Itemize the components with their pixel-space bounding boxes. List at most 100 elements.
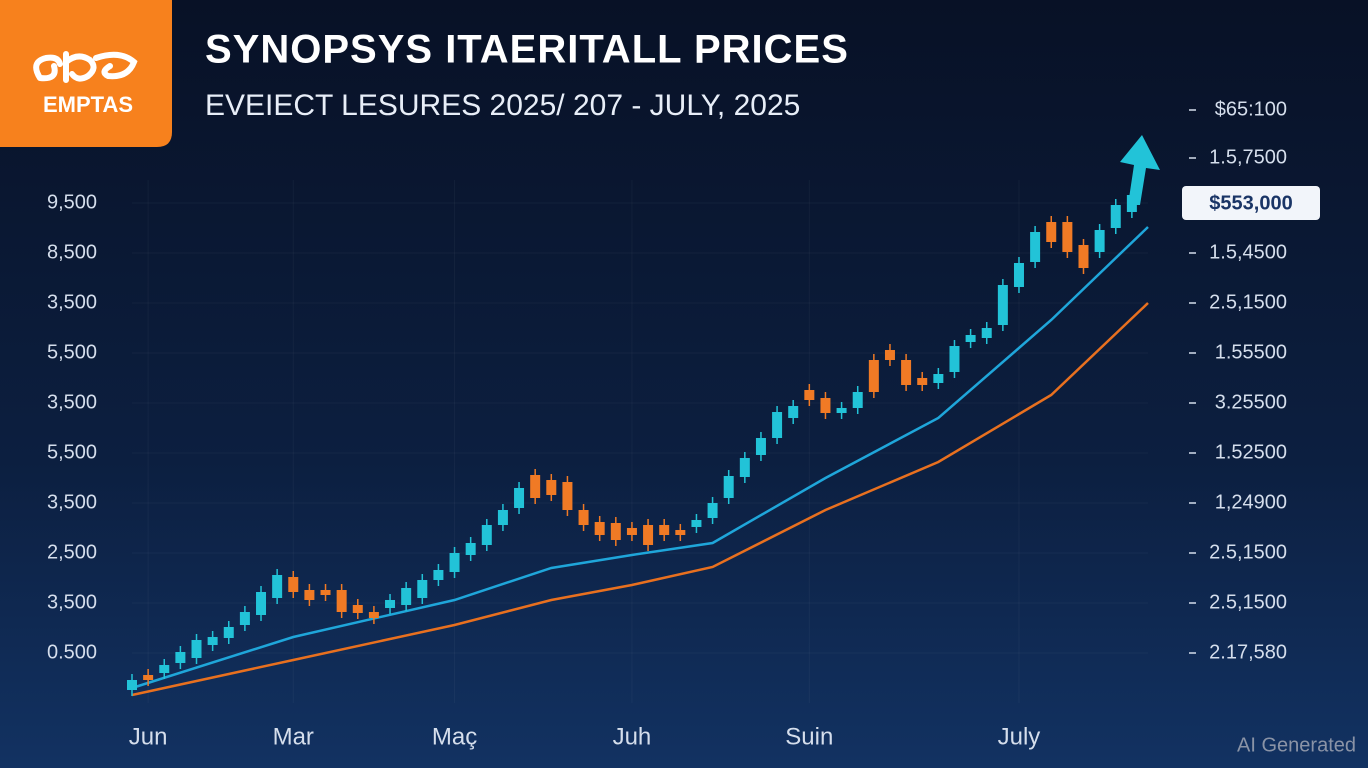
candle-body [691, 520, 702, 527]
candle-body [352, 605, 363, 613]
candle-body [159, 665, 170, 673]
price-tag: $553,000 [1209, 192, 1292, 214]
candle-body [191, 640, 202, 658]
y-tick-label: 5,500 [47, 341, 97, 363]
candle-body [981, 328, 992, 338]
x-tick-label: Maç [432, 723, 477, 750]
candle-body [594, 522, 605, 535]
candle-body [143, 675, 154, 680]
candle-body [1046, 222, 1057, 242]
candle-body [965, 335, 976, 342]
candle-body [772, 412, 783, 438]
y2-tick-label: 1.55500 [1215, 341, 1287, 363]
candle-body [1110, 205, 1121, 228]
logo-box [0, 0, 172, 147]
y2-tick-label: 1.5,7500 [1209, 146, 1287, 168]
candle-body [578, 510, 589, 525]
candle-body [675, 530, 686, 535]
logo-mark [33, 51, 138, 83]
candle-body [901, 360, 912, 385]
chart-subtitle: EVEIECT LESURES 2025/ 207 - JULY, 2025 [205, 89, 800, 122]
candle-body [707, 503, 718, 518]
candle-body [562, 482, 573, 510]
y-tick-label: 9,500 [47, 191, 97, 213]
price-tag-box [1182, 186, 1320, 220]
candle-body [256, 592, 267, 615]
candle-body [997, 285, 1008, 325]
candle-body [1030, 232, 1041, 262]
candle-body [852, 392, 863, 408]
candle-body [1078, 245, 1089, 268]
candle-body [949, 346, 960, 372]
candle-body [497, 510, 508, 525]
candle-body [417, 580, 428, 598]
y-tick-label: 3,500 [47, 591, 97, 613]
candle-body [1013, 263, 1024, 287]
candle-body [481, 525, 492, 545]
candle-body [659, 525, 670, 535]
candle-body [465, 543, 476, 555]
watermark: AI Generated [1237, 734, 1356, 756]
candle-body [820, 398, 831, 413]
candle-body [788, 406, 799, 418]
x-tick-label: July [998, 723, 1041, 750]
candle-body [933, 374, 944, 383]
y-tick-label: 5,500 [47, 441, 97, 463]
candle-body [836, 408, 847, 413]
candle-body [610, 523, 621, 540]
candle-body [223, 627, 234, 638]
candle-body [175, 652, 186, 663]
y2-tick-label: 2.5,1500 [1209, 291, 1287, 313]
candle-body [804, 390, 815, 400]
candle-body [368, 612, 379, 618]
candle-body [1094, 230, 1105, 252]
x-tick-label: Juh [613, 723, 652, 750]
logo: EMPTAS [0, 0, 172, 147]
chart-title: SYNOPSYS ITAERITALL PRICES [205, 28, 849, 72]
y-tick-label: 2,500 [47, 541, 97, 563]
candle-body [336, 590, 347, 612]
y2-tick-label: $65:100 [1215, 98, 1287, 120]
candle-body [868, 360, 879, 392]
candle-body [320, 590, 331, 595]
candle-body [755, 438, 766, 455]
y2-tick-label: 2.5,1500 [1209, 591, 1287, 613]
candle-body [207, 637, 218, 645]
candle-body [723, 476, 734, 498]
candle-body [546, 480, 557, 495]
candle-body [884, 350, 895, 360]
x-tick-label: Mar [273, 723, 314, 750]
y2-tick-label: 1.5,4500 [1209, 241, 1287, 263]
candle-body [304, 590, 315, 600]
candle-body [530, 475, 541, 498]
candle-body [127, 680, 137, 690]
candle-body [433, 570, 444, 580]
x-tick-label: Suin [785, 723, 833, 750]
x-tick-label: Jun [129, 723, 168, 750]
candle-body [643, 525, 654, 545]
y-tick-label: 3,500 [47, 391, 97, 413]
logo-text: EMPTAS [43, 92, 133, 117]
y2-tick-label: 1.52500 [1215, 441, 1287, 463]
candle-body [739, 458, 750, 477]
y-tick-label: 3,500 [47, 291, 97, 313]
candle-body [514, 488, 525, 508]
y-tick-label: 8,500 [47, 241, 97, 263]
candle-body [239, 612, 250, 625]
plot [127, 189, 1149, 697]
candle-body [385, 600, 396, 608]
candle-body [401, 588, 412, 605]
candle-body [1062, 222, 1073, 252]
y-tick-label: 3,500 [47, 491, 97, 513]
y2-tick-label: 3.25500 [1215, 391, 1287, 413]
candle-body [288, 577, 299, 592]
trend-arrow [1120, 135, 1160, 205]
y2-tick-label: 1,24900 [1215, 491, 1287, 513]
candle-body [272, 575, 283, 598]
y2-tick-label: 2.17,580 [1209, 641, 1287, 663]
candle-body [449, 553, 460, 572]
y-tick-label: 0.500 [47, 641, 97, 663]
